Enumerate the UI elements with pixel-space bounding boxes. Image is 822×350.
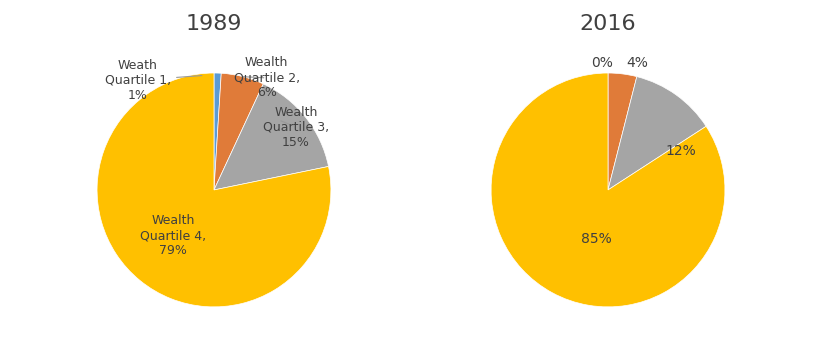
Wedge shape (97, 73, 331, 307)
Title: 2016: 2016 (580, 14, 636, 34)
Text: 4%: 4% (626, 56, 649, 70)
Wedge shape (491, 73, 725, 307)
Wedge shape (214, 73, 263, 190)
Text: Wealth
Quartile 4,
79%: Wealth Quartile 4, 79% (140, 214, 206, 257)
Wedge shape (214, 73, 221, 190)
Wedge shape (608, 77, 706, 190)
Text: Wealth
Quartile 2,
6%: Wealth Quartile 2, 6% (233, 56, 300, 99)
Wedge shape (214, 84, 329, 190)
Text: 85%: 85% (581, 232, 612, 246)
Text: 12%: 12% (665, 144, 696, 158)
Text: 0%: 0% (591, 56, 613, 70)
Text: Wealth
Quartile 3,
15%: Wealth Quartile 3, 15% (263, 105, 329, 148)
Title: 1989: 1989 (186, 14, 242, 34)
Wedge shape (608, 73, 637, 190)
Text: Weath
Quartile 1,
1%: Weath Quartile 1, 1% (105, 59, 202, 102)
